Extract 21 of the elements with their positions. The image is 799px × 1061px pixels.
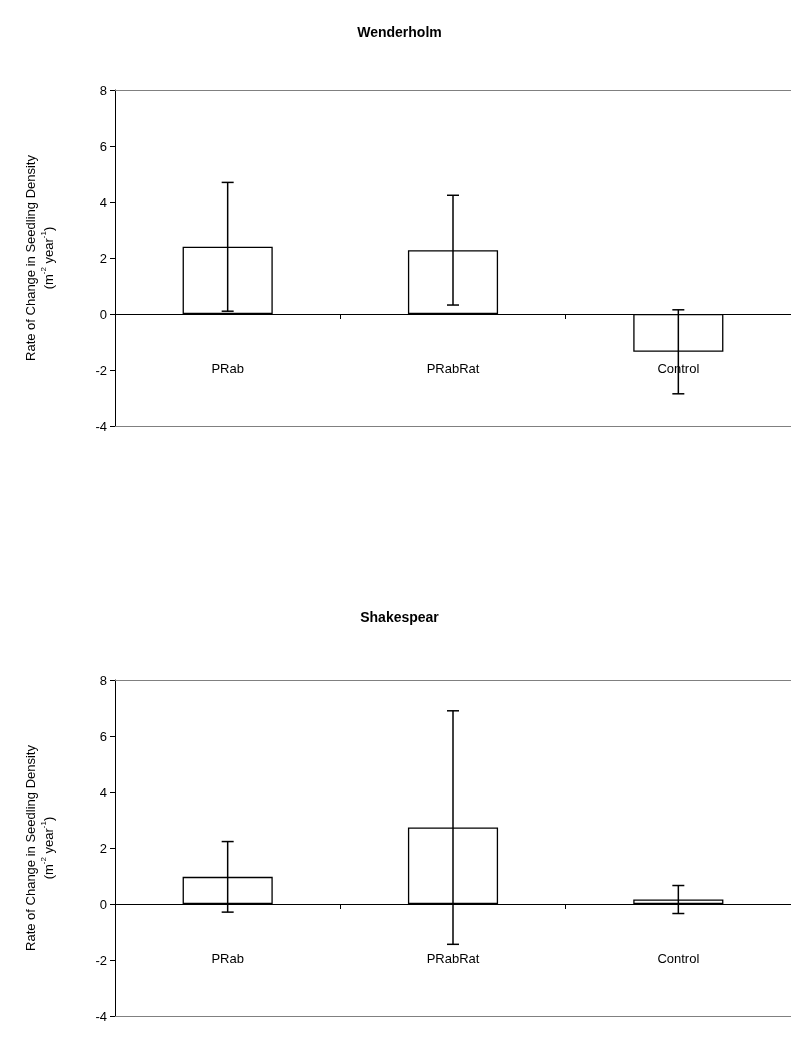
chart-title: Shakespear bbox=[360, 609, 440, 625]
y-tick-label: 8 bbox=[99, 82, 107, 98]
x-tick-label: PRab bbox=[211, 361, 244, 376]
x-tick-label: Control bbox=[657, 951, 700, 966]
y-tick-label: -2 bbox=[95, 952, 107, 968]
x-tick-label: PRabRat bbox=[426, 951, 480, 966]
x-tick-label: PRabRat bbox=[426, 361, 480, 376]
chart-title: Wenderholm bbox=[357, 24, 442, 40]
y-tick-label: -4 bbox=[95, 1008, 107, 1024]
y-tick-label: 4 bbox=[99, 784, 107, 800]
y-tick-label: 2 bbox=[99, 250, 107, 266]
y-tick-label: 0 bbox=[99, 896, 107, 912]
y-tick-label: 6 bbox=[99, 138, 107, 154]
y-tick-label: 6 bbox=[99, 728, 107, 744]
y-tick-label: 8 bbox=[99, 672, 107, 688]
y-tick-label: 0 bbox=[99, 306, 107, 322]
y-tick-label: -2 bbox=[95, 362, 107, 378]
y-tick-label: 2 bbox=[99, 840, 107, 856]
y-tick-label: 4 bbox=[99, 194, 107, 210]
x-tick-label: PRab bbox=[211, 951, 244, 966]
y-tick-label: -4 bbox=[95, 418, 107, 434]
